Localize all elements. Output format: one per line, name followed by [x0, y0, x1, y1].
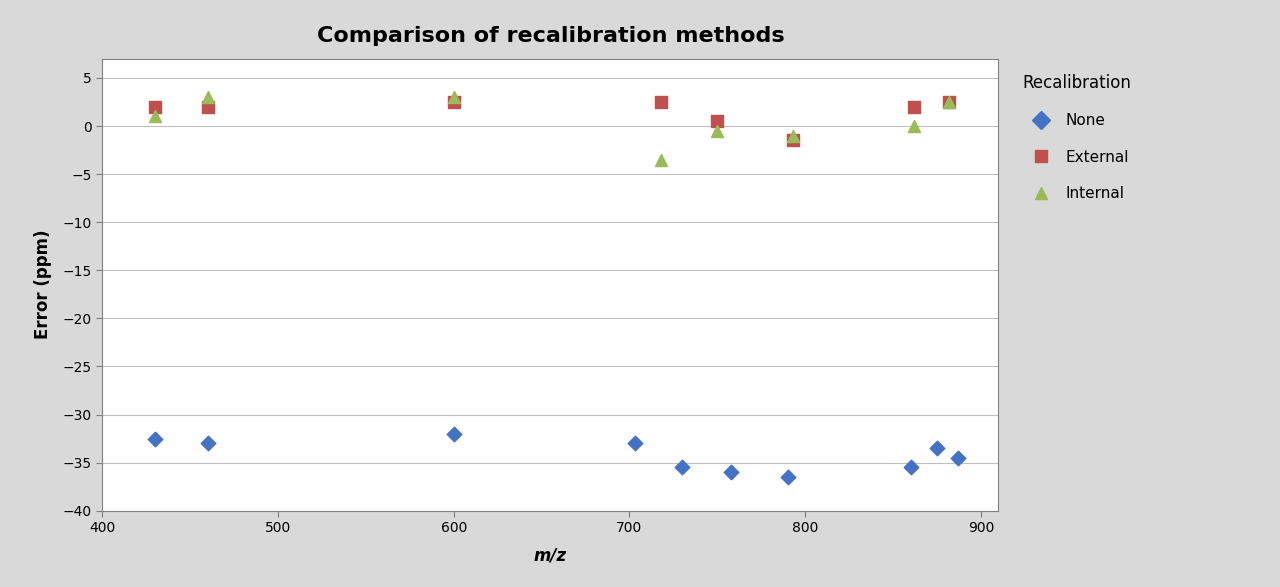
Point [444, 97, 465, 107]
Point [782, 136, 803, 145]
Point [782, 131, 803, 140]
Point [940, 97, 960, 107]
Point [904, 102, 924, 112]
Point [650, 155, 671, 164]
Point [721, 467, 741, 477]
Point [444, 429, 465, 438]
Point [625, 438, 645, 448]
Point [900, 463, 920, 472]
Point [707, 116, 727, 126]
Point [904, 122, 924, 131]
Point [927, 444, 947, 453]
Point [197, 438, 218, 448]
Point [145, 102, 165, 112]
Point [707, 126, 727, 136]
Title: Comparison of recalibration methods: Comparison of recalibration methods [316, 26, 785, 46]
Point [145, 434, 165, 443]
Point [650, 97, 671, 107]
Legend: None, External, Internal: None, External, Internal [1015, 66, 1139, 209]
Y-axis label: Error (ppm): Error (ppm) [33, 230, 51, 339]
Point [947, 453, 968, 463]
Point [940, 97, 960, 107]
Point [777, 473, 797, 482]
Point [444, 93, 465, 102]
Point [672, 463, 692, 472]
Point [145, 112, 165, 121]
Point [197, 102, 218, 112]
X-axis label: m/z: m/z [534, 546, 567, 564]
Point [197, 93, 218, 102]
